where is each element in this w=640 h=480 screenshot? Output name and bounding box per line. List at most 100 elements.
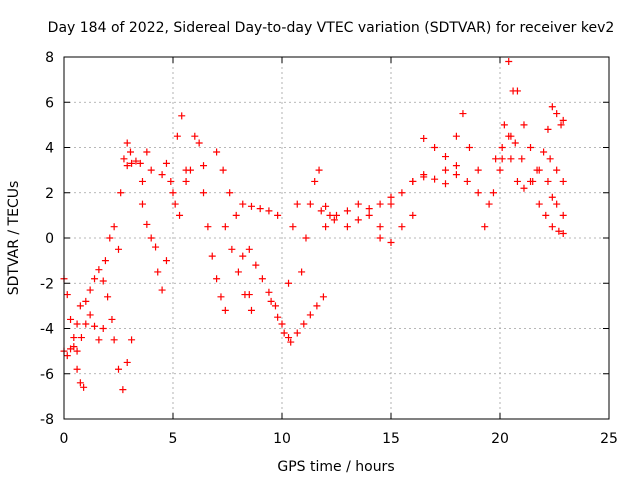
y-tick-label: -4 [40, 322, 54, 338]
data-point [527, 144, 535, 151]
data-point [67, 345, 75, 353]
data-point [95, 266, 103, 274]
data-point [228, 245, 236, 253]
series-arc-13 [169, 112, 190, 197]
data-point [128, 159, 136, 167]
data-point [143, 148, 151, 156]
data-point [518, 155, 526, 163]
y-tick-label: 2 [45, 186, 54, 202]
data-point [313, 302, 321, 310]
data-point [465, 144, 473, 151]
data-point [293, 200, 301, 208]
data-point [186, 166, 194, 174]
data-point [108, 315, 116, 323]
data-point [110, 223, 118, 231]
data-point [485, 200, 493, 208]
data-point [213, 148, 221, 156]
data-point [106, 234, 114, 242]
data-point [147, 166, 155, 174]
x-tick-label: 10 [273, 431, 291, 447]
y-tick-label: -2 [40, 276, 54, 292]
data-point [219, 166, 227, 174]
x-tick-label: 15 [382, 431, 400, 447]
series-arc-01 [60, 275, 88, 391]
data-point [221, 223, 229, 231]
data-point [431, 144, 439, 151]
data-point [343, 207, 351, 215]
data-point [376, 200, 384, 208]
data-point [555, 227, 563, 235]
series-arc-24 [322, 200, 395, 231]
data-point [546, 155, 554, 163]
data-point [489, 189, 497, 197]
data-point [553, 110, 561, 118]
data-points [60, 58, 567, 394]
series-arc-10 [138, 200, 160, 251]
data-point [285, 334, 293, 342]
data-point [154, 268, 162, 276]
series-arc-30 [463, 155, 515, 208]
data-point [73, 320, 81, 328]
data-point [315, 166, 323, 174]
series-arc-26 [376, 211, 417, 247]
data-point [535, 200, 543, 208]
data-point [176, 211, 184, 219]
data-point [162, 159, 170, 167]
grid-lines [64, 57, 609, 419]
data-point [126, 148, 134, 156]
series-arc-39 [546, 155, 567, 185]
data-point [505, 58, 513, 66]
series-arc-20 [267, 293, 327, 346]
data-point [520, 184, 528, 192]
data-point [158, 286, 166, 294]
data-point [387, 239, 395, 247]
series-arc-11 [154, 257, 170, 294]
series-arc-38 [544, 177, 567, 219]
data-point [173, 132, 181, 140]
data-point [221, 306, 229, 314]
data-point [398, 223, 406, 231]
series-arc-12 [158, 159, 184, 219]
data-point [86, 286, 94, 294]
data-point [326, 211, 334, 219]
series-arc-32 [492, 132, 526, 163]
data-point [63, 291, 71, 299]
data-point [123, 358, 131, 366]
data-point [311, 177, 319, 185]
data-point [442, 153, 449, 161]
data-point [191, 132, 199, 140]
data-point [136, 159, 144, 167]
data-point [167, 177, 175, 185]
data-point [91, 322, 99, 330]
data-point [529, 177, 537, 185]
data-point [95, 336, 103, 344]
y-axis-label: SDTVAR / TECUs [6, 181, 22, 296]
data-point [553, 166, 561, 174]
series-arc-33 [500, 58, 517, 129]
series-arc-27 [409, 171, 460, 188]
series-arc-23 [317, 202, 338, 224]
y-tick-label: 4 [45, 141, 54, 157]
data-point [431, 175, 439, 183]
data-point [492, 155, 500, 163]
data-point [548, 103, 556, 111]
data-point [241, 291, 249, 299]
data-point [559, 211, 567, 219]
data-point [73, 365, 81, 373]
data-point [496, 166, 504, 174]
data-point [67, 315, 75, 323]
data-point [169, 189, 177, 197]
series-arc-14 [182, 132, 208, 185]
data-point [511, 139, 519, 147]
data-point [319, 293, 327, 301]
data-point [99, 325, 107, 332]
data-point [398, 189, 406, 197]
series-arc-05 [101, 223, 122, 265]
data-point [548, 193, 556, 201]
data-point [463, 177, 471, 185]
data-point [535, 166, 543, 174]
series-arc-28 [420, 134, 460, 170]
data-point [322, 202, 330, 210]
